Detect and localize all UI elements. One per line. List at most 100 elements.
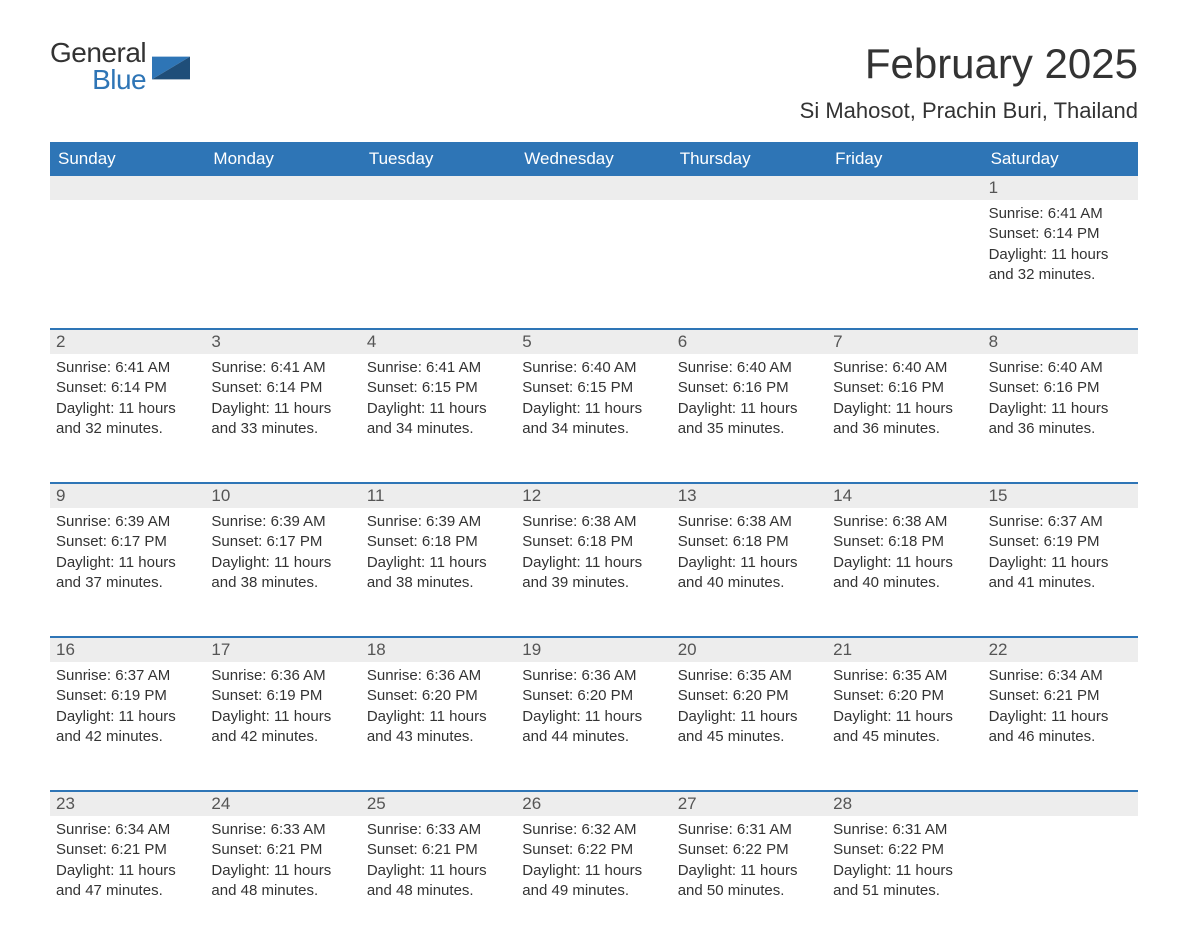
sunrise-text: Sunrise: 6:40 AM <box>522 358 665 378</box>
day-number: 1 <box>983 176 1138 200</box>
day-number: 12 <box>516 484 671 508</box>
logo: General Blue <box>50 40 190 93</box>
day-number: 4 <box>361 330 516 354</box>
calendar: SundayMondayTuesdayWednesdayThursdayFrid… <box>50 142 1138 944</box>
sunset-text: Sunset: 6:14 PM <box>211 378 354 398</box>
sunset-text: Sunset: 6:21 PM <box>56 840 199 860</box>
day-number <box>50 176 205 200</box>
day-cell: Sunrise: 6:41 AMSunset: 6:14 PMDaylight:… <box>50 354 205 482</box>
dow-cell: Saturday <box>983 142 1138 176</box>
daylight-text: Daylight: 11 hours and 37 minutes. <box>56 553 199 594</box>
sunrise-text: Sunrise: 6:40 AM <box>678 358 821 378</box>
day-number: 8 <box>983 330 1138 354</box>
day-number: 27 <box>672 792 827 816</box>
sunrise-text: Sunrise: 6:36 AM <box>522 666 665 686</box>
day-cell: Sunrise: 6:35 AMSunset: 6:20 PMDaylight:… <box>672 662 827 790</box>
day-number: 25 <box>361 792 516 816</box>
day-number: 15 <box>983 484 1138 508</box>
day-cell: Sunrise: 6:33 AMSunset: 6:21 PMDaylight:… <box>361 816 516 944</box>
sunset-text: Sunset: 6:18 PM <box>678 532 821 552</box>
daylight-text: Daylight: 11 hours and 49 minutes. <box>522 861 665 902</box>
day-number <box>983 792 1138 816</box>
week-row: Sunrise: 6:39 AMSunset: 6:17 PMDaylight:… <box>50 508 1138 636</box>
daylight-text: Daylight: 11 hours and 39 minutes. <box>522 553 665 594</box>
day-number: 16 <box>50 638 205 662</box>
sunrise-text: Sunrise: 6:37 AM <box>56 666 199 686</box>
sunset-text: Sunset: 6:21 PM <box>211 840 354 860</box>
daylight-text: Daylight: 11 hours and 41 minutes. <box>989 553 1132 594</box>
sunrise-text: Sunrise: 6:36 AM <box>211 666 354 686</box>
day-cell: Sunrise: 6:37 AMSunset: 6:19 PMDaylight:… <box>983 508 1138 636</box>
day-number: 11 <box>361 484 516 508</box>
daylight-text: Daylight: 11 hours and 32 minutes. <box>56 399 199 440</box>
sunrise-text: Sunrise: 6:41 AM <box>367 358 510 378</box>
day-cell: Sunrise: 6:41 AMSunset: 6:14 PMDaylight:… <box>205 354 360 482</box>
sunset-text: Sunset: 6:17 PM <box>211 532 354 552</box>
day-cell <box>516 200 671 328</box>
sunrise-text: Sunrise: 6:40 AM <box>833 358 976 378</box>
day-cell <box>361 200 516 328</box>
sunrise-text: Sunrise: 6:38 AM <box>833 512 976 532</box>
week-number-strip: 2345678 <box>50 328 1138 354</box>
day-cell <box>672 200 827 328</box>
location-text: Si Mahosot, Prachin Buri, Thailand <box>800 98 1138 124</box>
logo-word-1: General <box>50 40 146 67</box>
daylight-text: Daylight: 11 hours and 46 minutes. <box>989 707 1132 748</box>
sunrise-text: Sunrise: 6:36 AM <box>367 666 510 686</box>
day-number: 10 <box>205 484 360 508</box>
sunset-text: Sunset: 6:17 PM <box>56 532 199 552</box>
sunrise-text: Sunrise: 6:34 AM <box>56 820 199 840</box>
day-number: 14 <box>827 484 982 508</box>
sunrise-text: Sunrise: 6:39 AM <box>56 512 199 532</box>
week-number-strip: 9101112131415 <box>50 482 1138 508</box>
sunrise-text: Sunrise: 6:40 AM <box>989 358 1132 378</box>
sunrise-text: Sunrise: 6:35 AM <box>678 666 821 686</box>
day-number <box>827 176 982 200</box>
daylight-text: Daylight: 11 hours and 36 minutes. <box>989 399 1132 440</box>
sunrise-text: Sunrise: 6:31 AM <box>678 820 821 840</box>
sunrise-text: Sunrise: 6:38 AM <box>522 512 665 532</box>
day-cell: Sunrise: 6:38 AMSunset: 6:18 PMDaylight:… <box>827 508 982 636</box>
day-number <box>205 176 360 200</box>
sunrise-text: Sunrise: 6:39 AM <box>211 512 354 532</box>
weeks-container: 1Sunrise: 6:41 AMSunset: 6:14 PMDaylight… <box>50 176 1138 944</box>
sunrise-text: Sunrise: 6:41 AM <box>989 204 1132 224</box>
daylight-text: Daylight: 11 hours and 45 minutes. <box>678 707 821 748</box>
sunset-text: Sunset: 6:16 PM <box>678 378 821 398</box>
day-number: 28 <box>827 792 982 816</box>
sunset-text: Sunset: 6:18 PM <box>367 532 510 552</box>
sunset-text: Sunset: 6:20 PM <box>833 686 976 706</box>
daylight-text: Daylight: 11 hours and 47 minutes. <box>56 861 199 902</box>
day-cell: Sunrise: 6:36 AMSunset: 6:20 PMDaylight:… <box>516 662 671 790</box>
sunset-text: Sunset: 6:19 PM <box>56 686 199 706</box>
page-title: February 2025 <box>800 40 1138 88</box>
sunrise-text: Sunrise: 6:38 AM <box>678 512 821 532</box>
day-cell: Sunrise: 6:41 AMSunset: 6:15 PMDaylight:… <box>361 354 516 482</box>
sunrise-text: Sunrise: 6:39 AM <box>367 512 510 532</box>
sunset-text: Sunset: 6:15 PM <box>522 378 665 398</box>
dow-cell: Friday <box>827 142 982 176</box>
day-cell: Sunrise: 6:39 AMSunset: 6:18 PMDaylight:… <box>361 508 516 636</box>
sunset-text: Sunset: 6:19 PM <box>989 532 1132 552</box>
sunrise-text: Sunrise: 6:35 AM <box>833 666 976 686</box>
week-row: Sunrise: 6:41 AM Sunset: 6:14 PM Daylight:… <box>50 354 1138 482</box>
day-number <box>516 176 671 200</box>
sunset-text: Sunset: 6:16 PM <box>989 378 1132 398</box>
sunset-text: Sunset: 6:22 PM <box>833 840 976 860</box>
daylight-text: Daylight: 11 hours and 38 minutes. <box>211 553 354 594</box>
sunrise-text: Sunrise: 6:33 AM <box>367 820 510 840</box>
day-cell: Sunrise: 6:39 AMSunset: 6:17 PMDaylight:… <box>50 508 205 636</box>
sunset-text: Sunset: 6:22 PM <box>678 840 821 860</box>
daylight-text: Daylight: 11 hours and 36 minutes. <box>833 399 976 440</box>
sunrise-text: Sunrise: 6:32 AM <box>522 820 665 840</box>
title-block: February 2025 Si Mahosot, Prachin Buri, … <box>800 40 1138 124</box>
day-number <box>672 176 827 200</box>
dow-cell: Sunday <box>50 142 205 176</box>
sunset-text: Sunset: 6:20 PM <box>367 686 510 706</box>
day-number: 2 <box>50 330 205 354</box>
day-number: 7 <box>827 330 982 354</box>
sunset-text: Sunset: 6:14 PM <box>989 224 1132 244</box>
day-number: 9 <box>50 484 205 508</box>
day-cell: Sunrise: 6:32 AMSunset: 6:22 PMDaylight:… <box>516 816 671 944</box>
day-cell: Sunrise: 6:40 AMSunset: 6:16 PMDaylight:… <box>983 354 1138 482</box>
